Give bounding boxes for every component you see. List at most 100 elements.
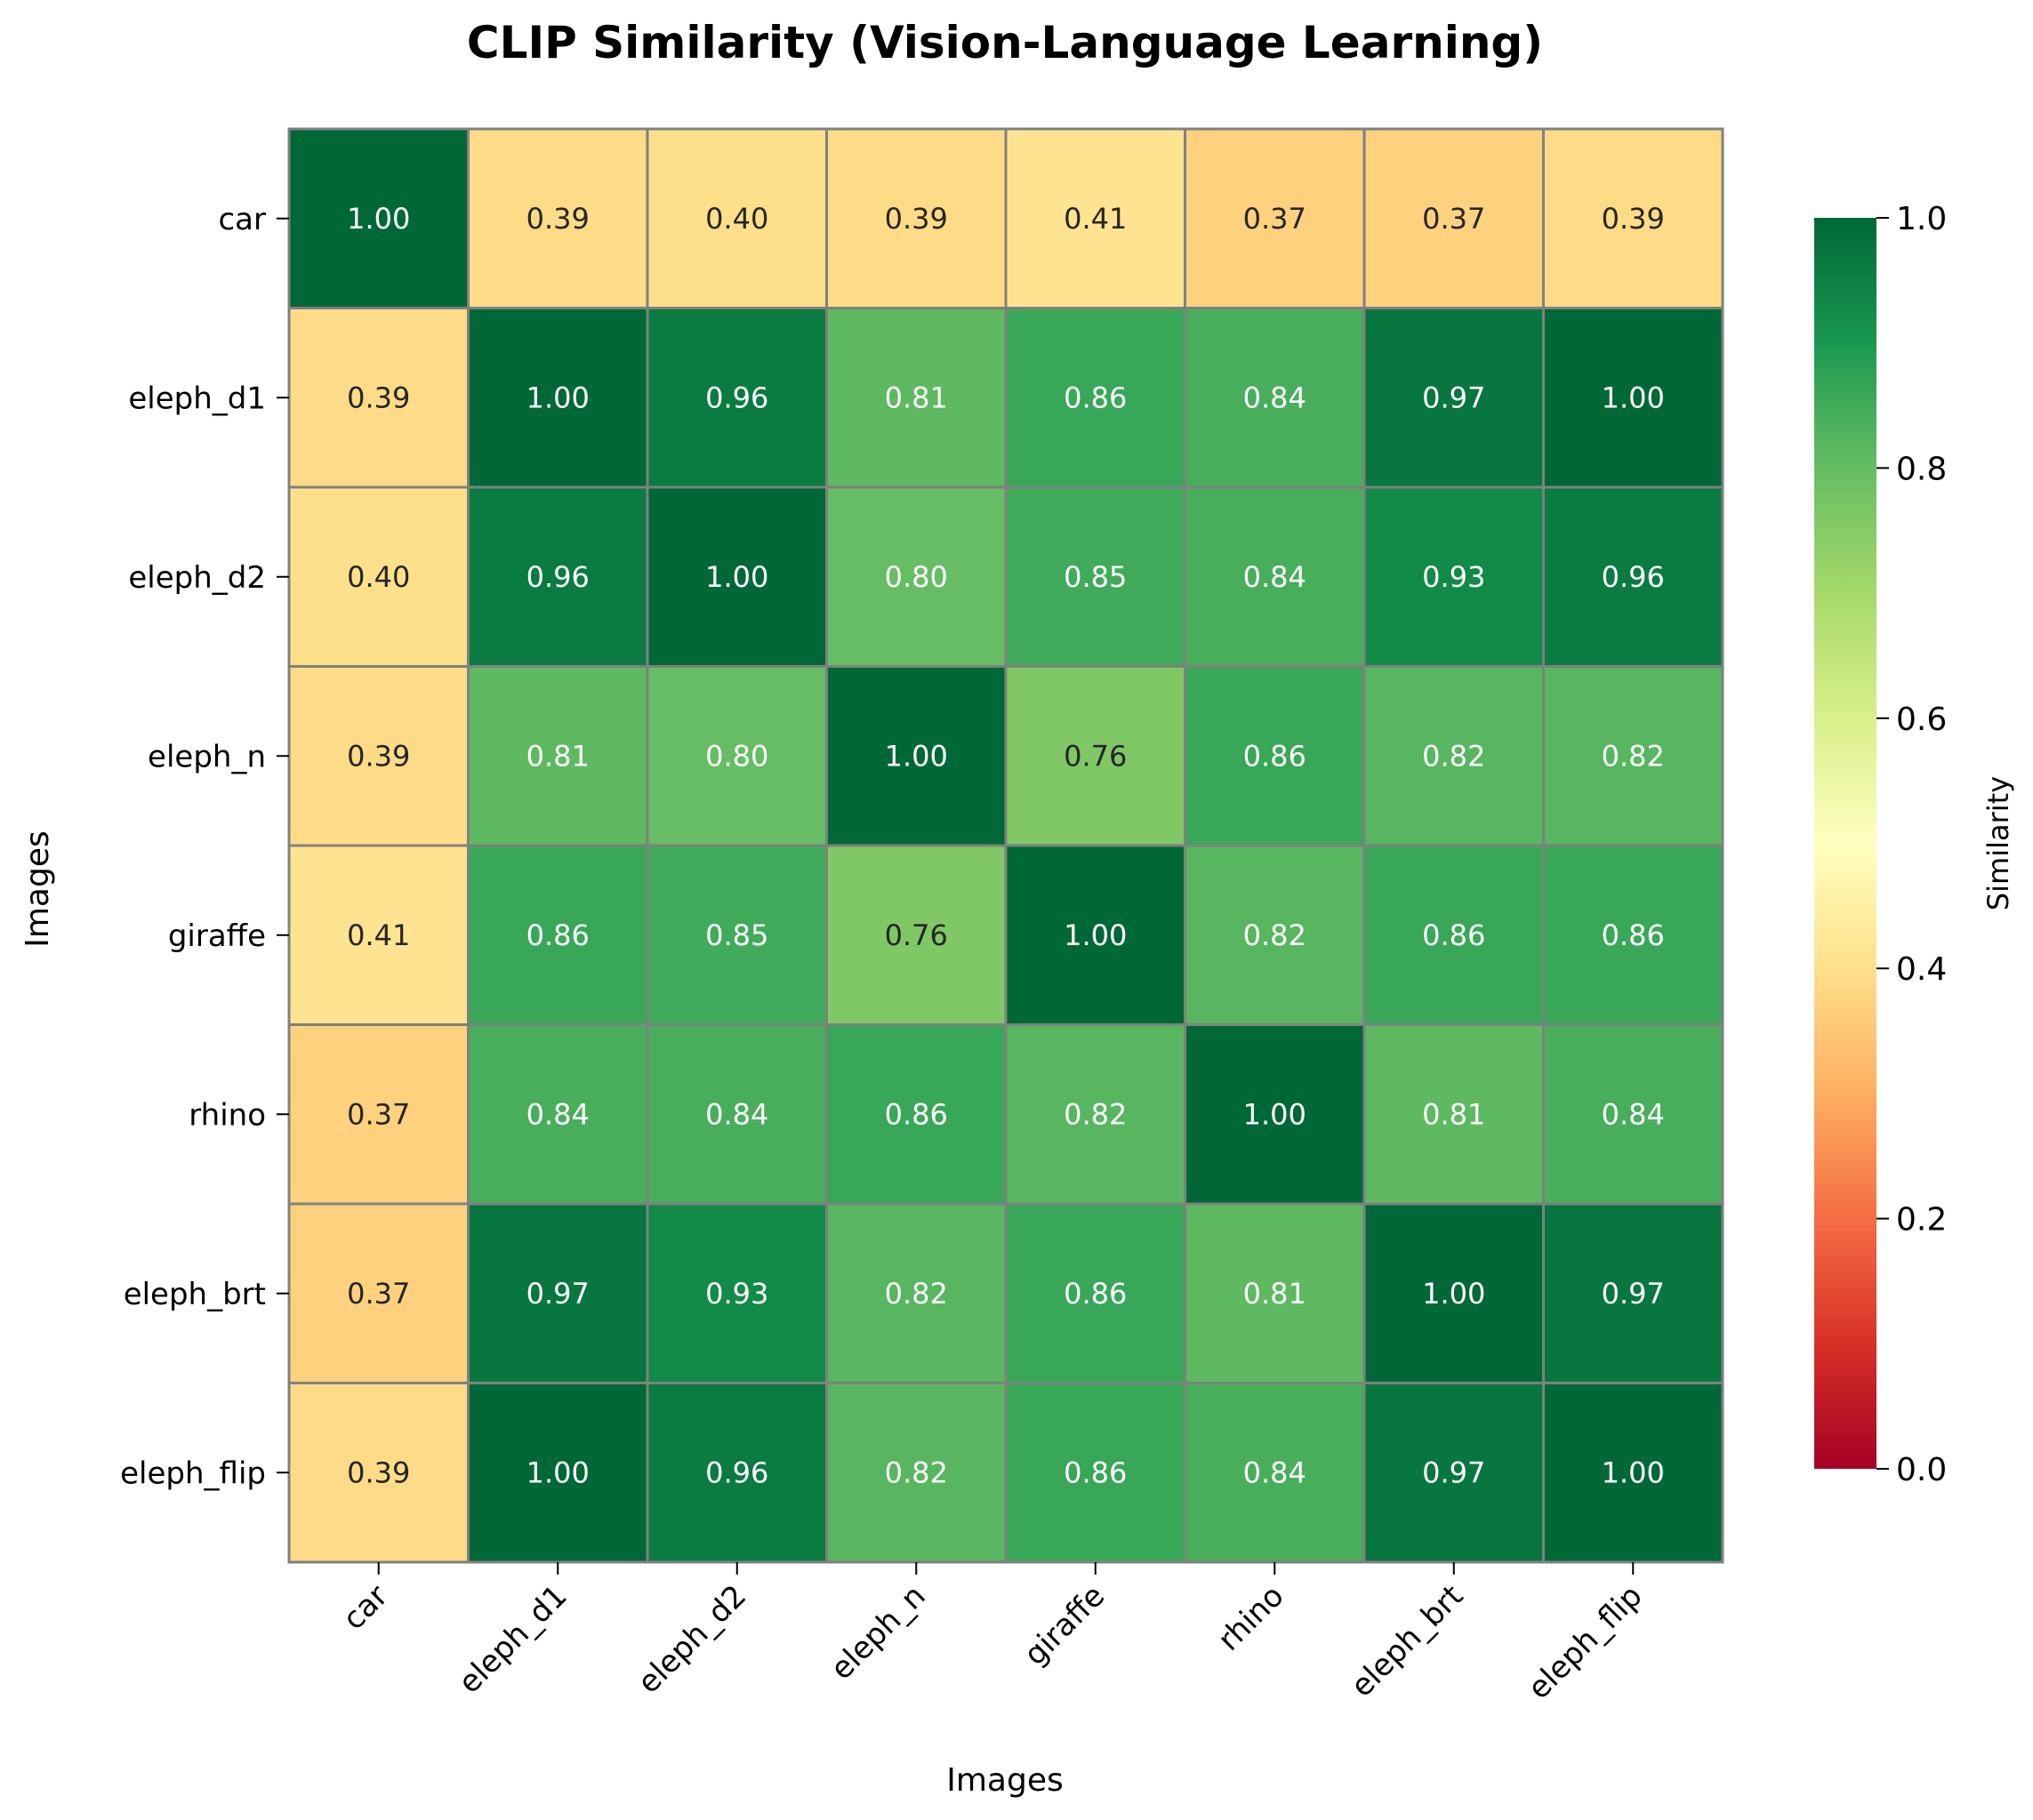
cell-value-label: 0.86 (1064, 1277, 1127, 1311)
cell-value-label: 0.41 (347, 918, 410, 952)
heatmap-cell-rhino-car (287, 1023, 470, 1206)
y-tick-label: eleph_d2 (128, 560, 266, 596)
heatmap-cell-eleph_d1-eleph_n (825, 307, 1008, 489)
heatmap-cell-car-eleph_d2 (646, 127, 828, 309)
heatmap-cell-eleph_d2-giraffe (1004, 485, 1186, 668)
cell-value-label: 0.93 (1422, 560, 1485, 594)
heatmap-cell-car-eleph_brt (1362, 127, 1545, 309)
cell-value-label: 0.86 (1064, 381, 1127, 414)
cell-value-label: 0.82 (1422, 739, 1485, 773)
heatmap-cell-eleph_n-eleph_brt (1362, 665, 1545, 847)
heatmap-cell-eleph_d2-eleph_d1 (467, 485, 649, 668)
cell-value-label: 0.97 (526, 1277, 590, 1311)
cell-value-label: 0.81 (526, 739, 590, 773)
heatmap-cell-eleph_d1-eleph_brt (1362, 307, 1545, 489)
cell-value-label: 1.00 (1243, 1097, 1306, 1131)
heatmap-cell-eleph_d2-eleph_flip (1542, 485, 1724, 668)
cell-value-label: 1.00 (1064, 918, 1127, 952)
heatmap-cell-giraffe-eleph_d2 (646, 844, 828, 1026)
heatmap-cell-giraffe-eleph_brt (1362, 844, 1545, 1026)
cell-value-label: 0.76 (1064, 739, 1127, 773)
cell-value-label: 0.37 (1422, 202, 1485, 236)
chart-title: CLIP Similarity (Vision-Language Learnin… (467, 17, 1543, 68)
y-tick-label: eleph_n (148, 739, 266, 774)
cell-value-label: 0.84 (1602, 1097, 1665, 1131)
cell-value-label: 0.97 (1422, 1455, 1485, 1489)
heatmap-cell-eleph_d1-eleph_d1 (467, 307, 649, 489)
cell-value-label: 0.39 (347, 739, 410, 773)
cell-value-label: 0.84 (1243, 1455, 1306, 1489)
heatmap-cell-eleph_d1-eleph_flip (1542, 307, 1724, 489)
cell-value-label: 0.96 (1602, 560, 1665, 594)
cell-value-label: 0.84 (1243, 560, 1306, 594)
cell-value-label: 1.00 (347, 202, 410, 236)
heatmap-cell-eleph_flip-eleph_d1 (467, 1382, 649, 1564)
heatmap-cell-eleph_n-eleph_flip (1542, 665, 1724, 847)
colorbar-tick-label: 1.0 (1896, 201, 1947, 237)
cell-value-label: 0.37 (347, 1277, 410, 1311)
heatmap-cell-eleph_flip-eleph_brt (1362, 1382, 1545, 1564)
cell-value-label: 0.96 (705, 381, 768, 414)
cell-value-label: 0.82 (885, 1455, 948, 1489)
cell-value-label: 0.41 (1064, 202, 1127, 236)
cell-value-label: 0.84 (526, 1097, 590, 1131)
heatmap-cell-eleph_d2-rhino (1184, 485, 1366, 668)
colorbar-label: Similarity (1981, 776, 2015, 910)
cell-value-label: 0.81 (1243, 1277, 1306, 1311)
heatmap-cell-giraffe-rhino (1184, 844, 1366, 1026)
cell-value-label: 0.82 (1064, 1097, 1127, 1131)
cell-value-label: 0.97 (1602, 1277, 1665, 1311)
cell-value-label: 0.76 (885, 918, 948, 952)
heatmap-cell-eleph_d1-rhino (1184, 307, 1366, 489)
colorbar-tick-label: 0.8 (1896, 451, 1947, 487)
heatmap-cell-rhino-eleph_flip (1542, 1023, 1724, 1206)
cell-value-label: 1.00 (885, 739, 948, 773)
heatmap-cell-rhino-eleph_brt (1362, 1023, 1545, 1206)
cell-value-label: 1.00 (526, 381, 590, 414)
cell-value-label: 0.37 (1243, 202, 1306, 236)
cell-value-label: 1.00 (1602, 381, 1665, 414)
cell-value-label: 0.96 (526, 560, 590, 594)
cell-value-label: 0.39 (885, 202, 948, 236)
cell-value-label: 0.86 (1602, 918, 1665, 952)
cell-value-label: 0.80 (885, 560, 948, 594)
x-axis-label: Images (946, 1762, 1064, 1799)
colorbar: 0.0 0.2 0.4 0.6 0.8 1.0 Similarity (1814, 201, 2015, 1488)
cell-value-label: 1.00 (526, 1455, 590, 1489)
colorbar-tick-label: 0.4 (1896, 951, 1947, 988)
heatmap-cell-rhino-rhino (1184, 1023, 1366, 1206)
heatmap-cell-eleph_n-car (287, 665, 470, 847)
heatmap-cell-eleph_brt-eleph_d2 (646, 1202, 828, 1384)
heatmap-cell-giraffe-eleph_flip (1542, 844, 1724, 1026)
y-tick-label: eleph_d1 (128, 381, 266, 416)
y-tick-label: eleph_brt (124, 1277, 266, 1312)
heatmap-cell-eleph_brt-eleph_brt (1362, 1202, 1545, 1384)
y-tick-label: car (218, 202, 266, 237)
heatmap-cell-eleph_brt-rhino (1184, 1202, 1366, 1384)
cell-value-label: 0.93 (705, 1277, 768, 1311)
cell-value-label: 0.39 (526, 202, 590, 236)
cell-value-label: 0.82 (1243, 918, 1306, 952)
cell-value-label: 0.86 (1243, 739, 1306, 773)
cell-value-label: 0.82 (1602, 739, 1665, 773)
cell-value-label: 0.37 (347, 1097, 410, 1131)
cell-value-label: 0.84 (1243, 381, 1306, 414)
cell-value-label: 0.39 (347, 381, 410, 414)
heatmap-cell-labels: 1.00 0.39 0.40 0.39 0.41 0.37 0.37 0.39 0.39 1.00… (347, 202, 1665, 1490)
heatmap-cell-rhino-giraffe (1004, 1023, 1186, 1206)
y-tick-label: giraffe (168, 918, 266, 954)
heatmap-cell-eleph_d1-giraffe (1004, 307, 1186, 489)
colorbar-gradient (1814, 218, 1876, 1469)
cell-value-label: 0.80 (705, 739, 768, 773)
cell-value-label: 0.40 (347, 560, 410, 594)
cell-value-label: 1.00 (705, 560, 768, 594)
y-tick-label: eleph_flip (120, 1455, 266, 1491)
heatmap-cell-eleph_d2-car (287, 485, 470, 668)
cell-value-label: 0.84 (705, 1097, 768, 1131)
heatmap-cell-eleph_flip-eleph_d2 (646, 1382, 828, 1564)
heatmap-cell-eleph_n-rhino (1184, 665, 1366, 847)
cell-value-label: 0.86 (885, 1097, 948, 1131)
cell-value-label: 1.00 (1422, 1277, 1485, 1311)
y-axis-label: Images (20, 830, 56, 948)
